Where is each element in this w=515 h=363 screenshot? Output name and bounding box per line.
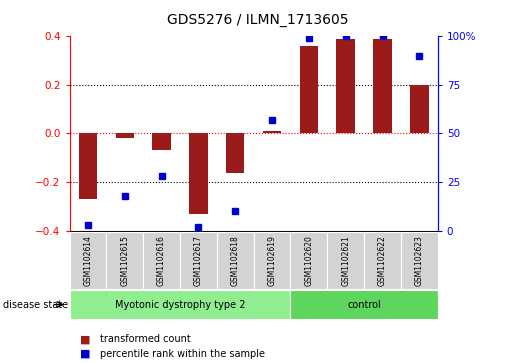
- Text: ■: ■: [80, 349, 90, 359]
- Text: ■: ■: [80, 334, 90, 344]
- Bar: [226, 133, 245, 174]
- Bar: [364, 232, 401, 289]
- Bar: [152, 133, 171, 150]
- Bar: [79, 133, 97, 199]
- Text: disease state: disease state: [3, 299, 67, 310]
- Text: percentile rank within the sample: percentile rank within the sample: [100, 349, 265, 359]
- Text: Myotonic dystrophy type 2: Myotonic dystrophy type 2: [115, 299, 245, 310]
- Bar: [401, 232, 438, 289]
- Text: GSM1102614: GSM1102614: [83, 235, 92, 286]
- Text: GSM1102617: GSM1102617: [194, 235, 203, 286]
- Text: GSM1102620: GSM1102620: [304, 235, 313, 286]
- Bar: [263, 131, 281, 133]
- Bar: [328, 232, 364, 289]
- Bar: [300, 46, 318, 133]
- Bar: [373, 39, 392, 133]
- Text: GSM1102622: GSM1102622: [378, 235, 387, 286]
- Text: GSM1102615: GSM1102615: [121, 235, 129, 286]
- Bar: [410, 85, 428, 133]
- Bar: [143, 232, 180, 289]
- Text: transformed count: transformed count: [100, 334, 191, 344]
- Text: GSM1102623: GSM1102623: [415, 235, 424, 286]
- Bar: [336, 39, 355, 133]
- Bar: [290, 232, 328, 289]
- Bar: [253, 232, 290, 289]
- Text: GSM1102616: GSM1102616: [157, 235, 166, 286]
- Bar: [180, 232, 217, 289]
- Bar: [106, 232, 143, 289]
- Bar: [290, 290, 438, 319]
- Text: GSM1102619: GSM1102619: [268, 235, 277, 286]
- Text: GSM1102618: GSM1102618: [231, 235, 239, 286]
- Bar: [70, 232, 107, 289]
- Text: GDS5276 / ILMN_1713605: GDS5276 / ILMN_1713605: [167, 13, 348, 27]
- Bar: [115, 133, 134, 138]
- Bar: [70, 290, 290, 319]
- Text: GSM1102621: GSM1102621: [341, 235, 350, 286]
- Bar: [217, 232, 254, 289]
- Text: control: control: [347, 299, 381, 310]
- Bar: [189, 133, 208, 213]
